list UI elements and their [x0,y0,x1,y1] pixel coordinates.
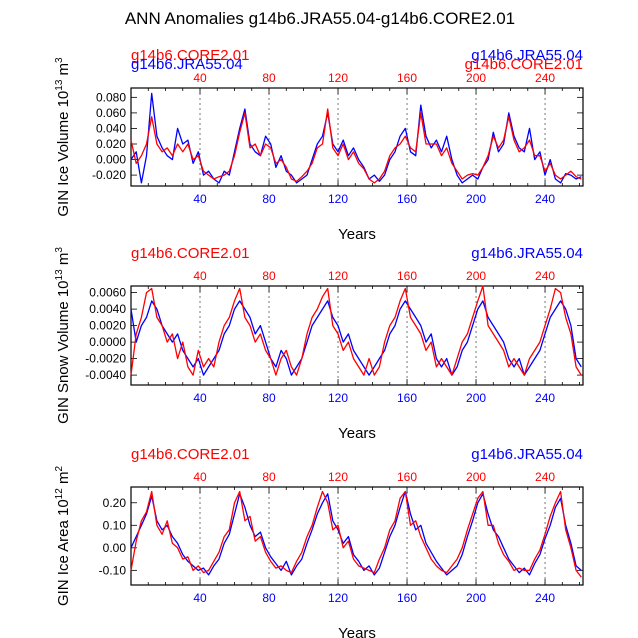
y-tick-label: 0.080 [96,90,126,104]
x-tick-label-bottom: 200 [466,591,486,605]
run-label-left: g14b6.CORE2.01 [131,245,249,262]
run-label-right-echo: g14b6.CORE2.01 [465,56,583,73]
y-tick-label: 0.0060 [89,286,126,300]
x-tick-label-top: 200 [466,269,486,283]
x-tick-label-bottom: 240 [535,192,555,206]
x-tick-label-top: 240 [535,470,555,484]
series-line-core2 [130,108,582,184]
run-label-left: g14b6.CORE2.01 [131,47,249,64]
x-tick-label-bottom: 40 [193,591,207,605]
y-axis-title: GIN Ice Area 1012 m2 [54,466,72,607]
x-tick-label-bottom: 240 [535,591,555,605]
panel-snow-volume: -0.0040 -0.0020 0.0000 0.0020 0.0040 0.0060 40… [54,245,584,442]
x-tick-label-top: 120 [328,470,348,484]
y-axis-title: GIN Snow Volume 1013 m3 [54,247,72,424]
plot-frame [130,87,584,187]
y-tick-label: -0.0020 [85,352,126,366]
figure-title: ANN Anomalies g14b6.JRA55.04-g14b6.CORE2… [125,9,515,28]
x-tick-label-bottom: 120 [328,192,348,206]
run-label-left: g14b6.CORE2.01 [131,446,249,463]
y-tick-label: 0.10 [103,518,127,532]
x-tick-label-top: 80 [262,470,276,484]
y-tick-label: 0.000 [96,153,126,167]
run-label-right: g14b6.JRA55.04 [471,446,583,463]
x-tick-label-bottom: 160 [397,391,417,405]
x-tick-label-bottom: 80 [262,391,276,405]
x-tick-label-top: 160 [397,269,417,283]
x-tick-label-bottom: 120 [328,391,348,405]
x-tick-label-top: 80 [262,269,276,283]
plot-frame [130,486,584,586]
x-tick-label-top: 240 [535,71,555,85]
y-tick-label: 0.020 [96,137,126,151]
x-tick-label-bottom: 80 [262,591,276,605]
x-axis-title: Years [338,226,376,243]
series-line-jra55 [130,300,582,376]
x-tick-label-bottom: 240 [535,391,555,405]
x-axis-title: Years [338,425,376,442]
y-tick-label: -0.0040 [85,368,126,382]
x-tick-label-top: 160 [397,71,417,85]
y-axis-title: GIN Ice Volume 1013 m3 [54,57,72,217]
x-tick-label-top: 200 [466,71,486,85]
x-tick-label-bottom: 80 [262,192,276,206]
x-tick-label-top: 200 [466,470,486,484]
x-tick-label-bottom: 160 [397,591,417,605]
x-tick-label-top: 120 [328,71,348,85]
x-tick-label-top: 240 [535,269,555,283]
x-tick-label-bottom: 120 [328,591,348,605]
y-tick-label: 0.20 [103,496,127,510]
y-tick-label: 0.0020 [89,319,126,333]
x-tick-label-top: 80 [262,71,276,85]
x-tick-label-top: 40 [193,470,207,484]
x-tick-label-bottom: 200 [466,391,486,405]
run-label-right: g14b6.JRA55.04 [471,47,583,64]
series-line-core2 [130,490,582,578]
series-line-core2 [130,285,582,376]
run-label-right: g14b6.JRA55.04 [471,245,583,262]
x-tick-label-bottom: 200 [466,192,486,206]
run-label-left-echo: g14b6.JRA55.04 [131,56,243,73]
x-tick-label-bottom: 160 [397,192,417,206]
x-tick-label-bottom: 40 [193,391,207,405]
y-tick-label: 0.060 [96,106,126,120]
y-tick-label: 0.0040 [89,302,126,316]
x-tick-label-bottom: 40 [193,192,207,206]
y-tick-label: -0.020 [92,168,126,182]
x-tick-label-top: 120 [328,269,348,283]
x-tick-label-top: 40 [193,269,207,283]
x-axis-title: Years [338,625,376,638]
plot-frame [130,285,584,386]
y-tick-label: -0.10 [99,563,127,577]
y-tick-label: 0.00 [103,541,127,555]
x-tick-label-top: 40 [193,71,207,85]
y-tick-label: 0.040 [96,121,126,135]
panel-ice-area: -0.10 0.00 0.10 0.20 40 80 120 160 200 240 40 80 120… [54,446,584,638]
x-tick-label-top: 160 [397,470,417,484]
y-tick-label: 0.0000 [89,335,126,349]
